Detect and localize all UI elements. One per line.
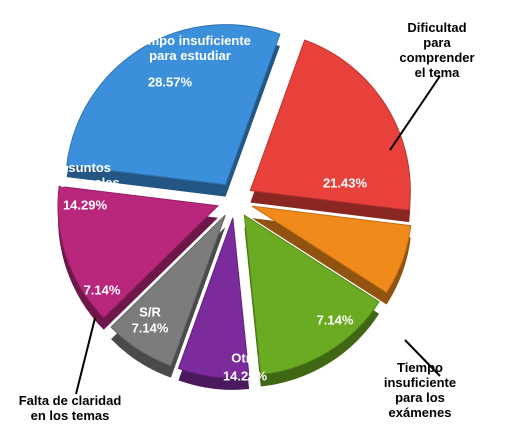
slice-name: S/R — [139, 304, 161, 320]
slice-percent: 21.43% — [322, 175, 368, 191]
leader-line — [75, 317, 96, 395]
slice-name: Dificultad para comprender el tema — [399, 20, 475, 80]
slice-percent: 7.14% — [83, 282, 121, 298]
slice-percent: 14.29% — [222, 368, 268, 384]
slice-percent: 7.14% — [131, 320, 169, 336]
slice-name: Tiempo insuficiente para estudiar — [129, 33, 251, 63]
slice-percent: 7.14% — [316, 312, 354, 328]
slice-name: Tiempo insuficiente para los exámenes — [383, 360, 457, 420]
slice-name: Falta de claridad en los temas — [18, 393, 122, 423]
slice-name: Asuntos Personales — [50, 160, 120, 190]
slice — [251, 205, 412, 294]
slice-percent: 14.29% — [62, 197, 108, 213]
slice — [243, 214, 380, 376]
slice-percent: 28.57% — [147, 74, 193, 90]
slice — [66, 24, 281, 186]
slice — [110, 214, 226, 367]
leader-line — [404, 339, 441, 377]
slice — [177, 217, 250, 379]
leader-line — [389, 75, 441, 151]
slice — [249, 39, 411, 211]
slice — [57, 185, 220, 319]
slice-name: Otro — [231, 350, 259, 366]
